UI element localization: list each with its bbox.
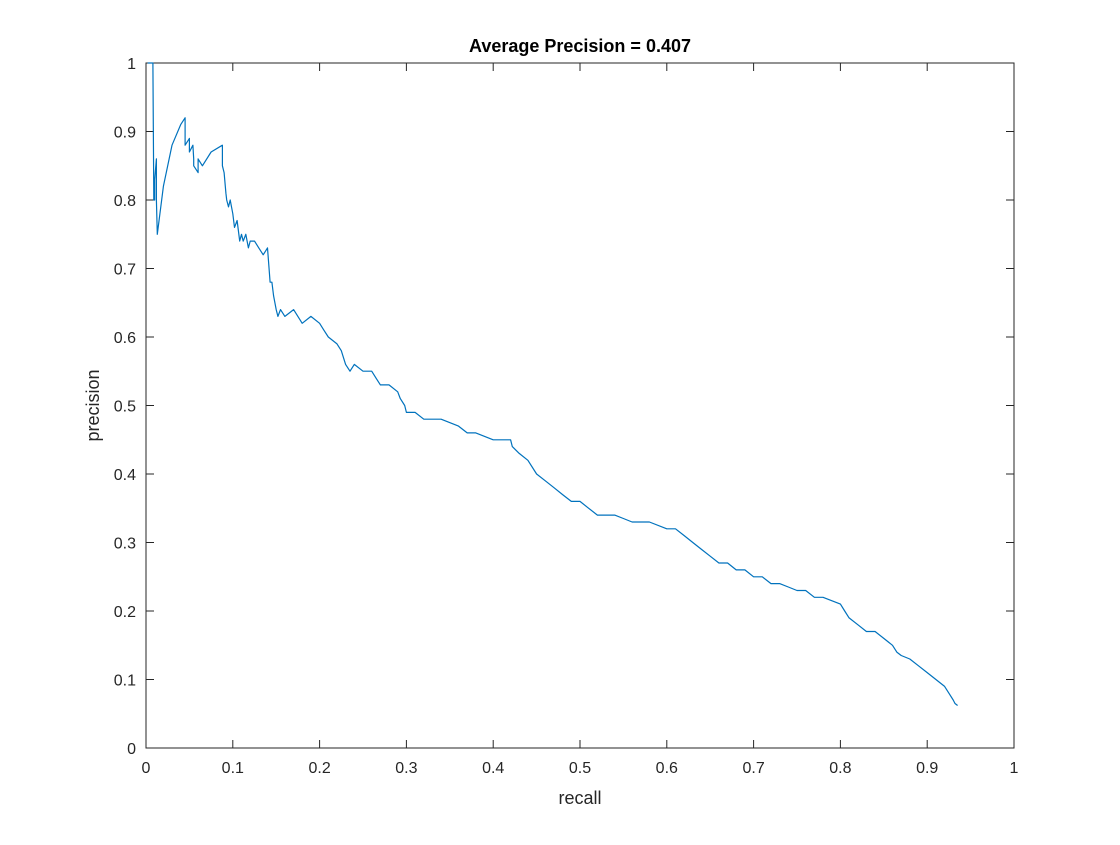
- y-tick-label: 0.2: [114, 604, 136, 621]
- y-tick-label: 0.4: [114, 467, 136, 484]
- y-tick-label: 0.9: [114, 125, 136, 142]
- y-tick-label: 0.6: [114, 330, 136, 347]
- y-tick-label: 0.7: [114, 262, 136, 279]
- y-tick-label: 0: [127, 741, 136, 758]
- x-tick-label: 0.4: [482, 760, 504, 777]
- data-layer: [147, 62, 958, 706]
- x-axis-label: recall: [558, 788, 601, 808]
- x-tick-label: 1: [1010, 760, 1019, 777]
- x-tick-label: 0.8: [829, 760, 851, 777]
- x-tick-label: 0.5: [569, 760, 591, 777]
- x-tick-label: 0.9: [916, 760, 938, 777]
- x-tick-label: 0.1: [222, 760, 244, 777]
- series-line: [147, 62, 958, 706]
- y-tick-label: 0.3: [114, 536, 136, 553]
- y-tick-label: 1: [127, 56, 136, 73]
- x-tick-label: 0: [142, 760, 151, 777]
- y-axis-label: precision: [83, 369, 103, 441]
- y-tick-label: 0.8: [114, 193, 136, 210]
- x-tick-label: 0.2: [308, 760, 330, 777]
- axes-box: [145, 62, 1015, 749]
- y-tick-label: 0.1: [114, 673, 136, 690]
- x-tick-label: 0.6: [656, 760, 678, 777]
- y-tick-label: 0.5: [114, 399, 136, 416]
- chart-title: Average Precision = 0.407: [469, 36, 691, 56]
- x-tick-label: 0.3: [395, 760, 417, 777]
- ticks: 0 0.1 0.2 0.3 0.4 0.5 0.6 0.7 0.8 0.9 1 0 0.1 0.2 0.3 0…: [114, 56, 1019, 777]
- x-tick-label: 0.7: [742, 760, 764, 777]
